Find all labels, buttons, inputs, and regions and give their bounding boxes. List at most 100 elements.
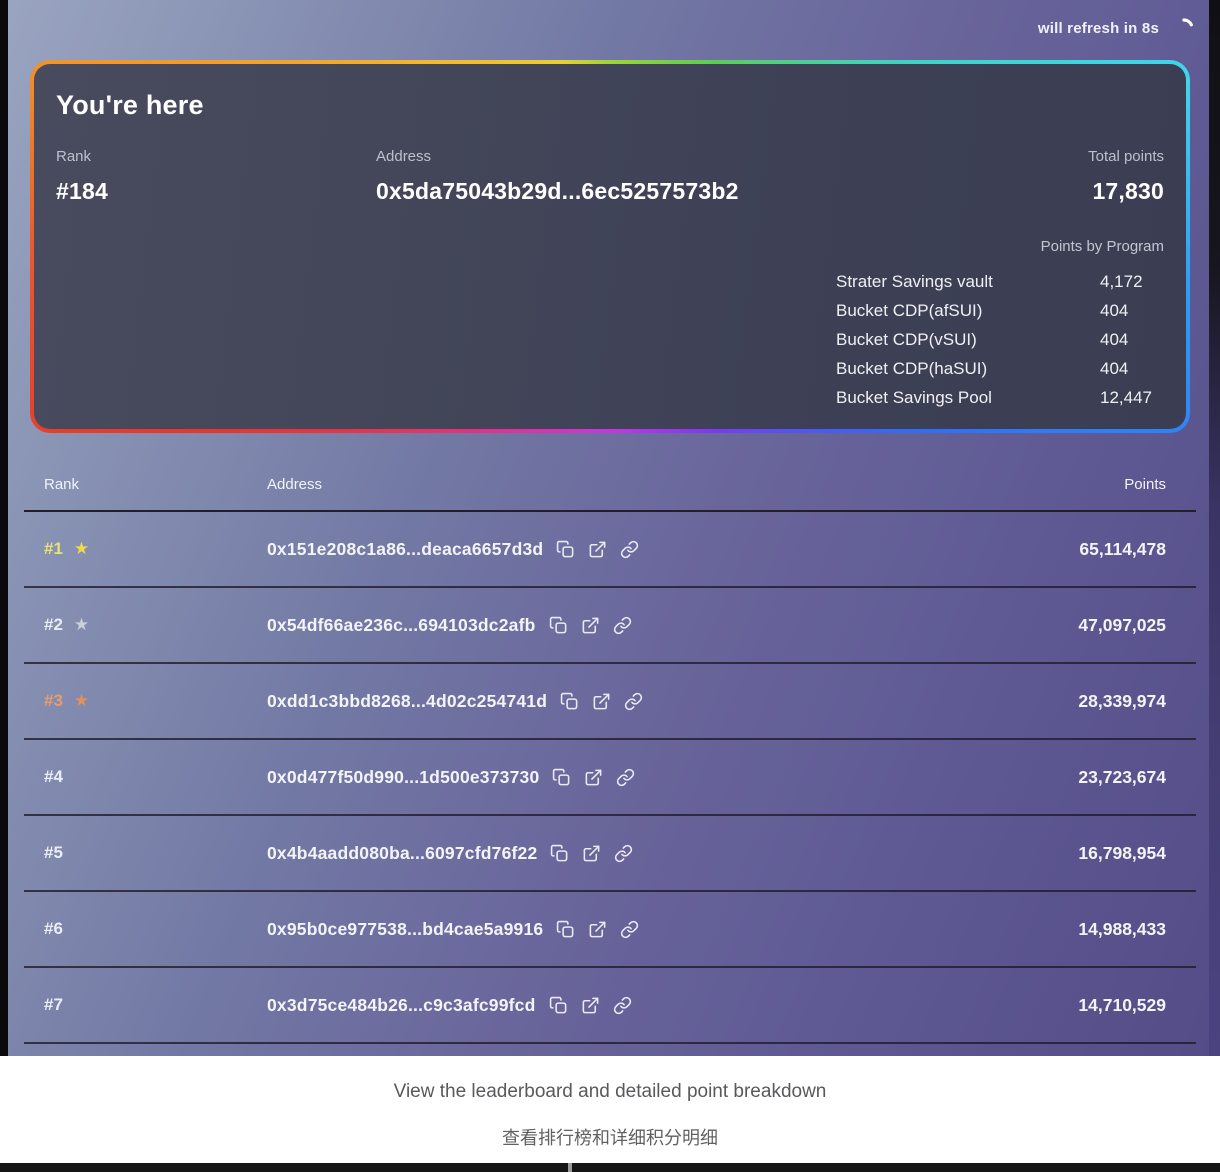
address-text: 0x151e208c1a86...deaca6657d3d	[267, 538, 544, 559]
points-value: 65,114,478	[1079, 538, 1166, 559]
address-cell: 0xdd1c3bbd8268...4d02c254741d	[267, 691, 1026, 712]
link-icon	[617, 768, 635, 786]
points-value: 14,988,433	[1078, 918, 1166, 939]
program-points-row: Bucket CDP(vSUI) 404	[836, 325, 1164, 354]
copy-address-button[interactable]	[549, 616, 568, 635]
open-explorer-button[interactable]	[584, 768, 603, 787]
copy-link-button[interactable]	[613, 616, 632, 635]
copy-link-button[interactable]	[624, 692, 643, 711]
copy-address-button[interactable]	[556, 540, 575, 559]
address-text: 0x0d477f50d990...1d500e373730	[267, 766, 540, 787]
address-text: 0xdd1c3bbd8268...4d02c254741d	[267, 690, 548, 711]
program-points-row: Bucket Savings Pool 12,447	[836, 383, 1164, 412]
address-text: 0x95b0ce977538...bd4cae5a9916	[267, 918, 544, 939]
copy-link-button[interactable]	[620, 920, 639, 939]
table-row: #6 ★ 0x95b0ce977538...bd4cae5a9916	[24, 892, 1196, 968]
open-explorer-button[interactable]	[588, 540, 607, 559]
bottom-bar-divider	[568, 1163, 572, 1172]
copy-link-button[interactable]	[613, 996, 632, 1015]
link-icon	[621, 540, 639, 558]
copy-address-button[interactable]	[550, 844, 569, 863]
program-points-row: Bucket CDP(haSUI) 404	[836, 354, 1164, 383]
bottom-dark-bar	[0, 1163, 1220, 1172]
rank-cell: #3 ★	[24, 691, 267, 711]
rank-cell: #5 ★	[24, 843, 267, 863]
external-link-icon	[584, 845, 600, 861]
table-row: #5 ★ 0x4b4aadd080ba...6097cfd76f22	[24, 816, 1196, 892]
copy-icon	[549, 996, 566, 1013]
program-points-row: Strater Savings vault 4,172	[836, 267, 1164, 296]
address-text: 0x54df66ae236c...694103dc2afb	[267, 614, 536, 635]
open-explorer-button[interactable]	[592, 692, 611, 711]
copy-address-button[interactable]	[552, 768, 571, 787]
address-cell: 0x4b4aadd080ba...6097cfd76f22	[267, 843, 1026, 864]
table-row: #3 ★ 0xdd1c3bbd8268...4d02c254741d	[24, 664, 1196, 740]
points-value: 47,097,025	[1078, 614, 1166, 635]
rank-column-header: Rank	[44, 475, 80, 493]
caption-chinese: 查看排行榜和详细积分明细	[502, 1128, 718, 1148]
address-column-header: Address	[267, 475, 323, 493]
points-column-header: Points	[1124, 475, 1166, 493]
you-are-here-card: You're here Rank #184 Address 0x5da75043…	[30, 60, 1190, 433]
table-row: #4 ★ 0x0d477f50d990...1d500e373730	[24, 740, 1196, 816]
open-explorer-button[interactable]	[582, 844, 601, 863]
copy-address-button[interactable]	[549, 996, 568, 1015]
copy-icon	[551, 844, 568, 861]
copy-address-button[interactable]	[556, 920, 575, 939]
rank-label: #7	[44, 995, 63, 1014]
points-value: 16,798,954	[1078, 842, 1166, 863]
loading-spinner-icon	[1182, 18, 1193, 27]
points-value: 14,710,529	[1078, 994, 1166, 1015]
rank-cell: #7 ★	[24, 995, 267, 1015]
program-name: Bucket CDP(vSUI)	[836, 330, 977, 349]
program-points: 4,172	[1100, 272, 1143, 291]
external-link-icon	[582, 997, 598, 1013]
refresh-countdown-text: will refresh in 8s	[1037, 19, 1159, 37]
caption-footer: View the leaderboard and detailed point …	[0, 1056, 1220, 1172]
program-name: Strater Savings vault	[836, 272, 993, 291]
my-address-value: 0x5da75043b29d...6ec5257573b2	[376, 178, 739, 204]
caption-english: View the leaderboard and detailed point …	[393, 1081, 827, 1102]
medal-star-icon: ★	[73, 690, 90, 710]
my-total-points-value: 17,830	[1092, 178, 1164, 204]
copy-link-button[interactable]	[620, 540, 639, 559]
rank-cell: #1 ★	[24, 539, 267, 559]
address-cell: 0x0d477f50d990...1d500e373730	[267, 767, 1026, 788]
rank-label: #1	[44, 539, 63, 558]
copy-address-button[interactable]	[560, 692, 579, 711]
table-row: #7 ★ 0x3d75ce484b26...c9c3afc99fcd	[24, 968, 1196, 1044]
my-rank-value: #184	[56, 178, 108, 204]
rank-label: #6	[44, 919, 63, 938]
leaderboard-app: will refresh in 8s You're here Rank #184…	[0, 0, 1220, 1056]
refresh-status-bar: will refresh in 8s	[8, 0, 1209, 56]
points-by-program-label: Points by Program	[1040, 238, 1164, 255]
link-icon	[615, 844, 633, 862]
link-icon	[621, 920, 639, 938]
open-explorer-button[interactable]	[588, 920, 607, 939]
rank-label: Rank	[56, 148, 92, 165]
open-explorer-button[interactable]	[581, 996, 600, 1015]
open-explorer-button[interactable]	[581, 616, 600, 635]
copy-icon	[557, 540, 574, 557]
address-cell: 0x151e208c1a86...deaca6657d3d	[267, 539, 1026, 560]
address-cell: 0x95b0ce977538...bd4cae5a9916	[267, 919, 1026, 940]
link-icon	[613, 996, 631, 1014]
address-cell: 0x54df66ae236c...694103dc2afb	[267, 615, 1026, 636]
rank-cell: #6 ★	[24, 919, 267, 939]
table-body: #1 ★ 0x151e208c1a86...deaca6657d3d	[24, 512, 1196, 1044]
address-label: Address	[376, 148, 432, 165]
program-points: 404	[1100, 301, 1129, 320]
left-edge-strip	[0, 0, 8, 1056]
link-icon	[624, 692, 643, 710]
you-are-here-card-body: You're here Rank #184 Address 0x5da75043…	[34, 64, 1186, 429]
copy-link-button[interactable]	[614, 844, 633, 863]
medal-star-icon: ★	[73, 614, 90, 634]
copy-link-button[interactable]	[616, 768, 635, 787]
program-points: 404	[1100, 359, 1129, 378]
copy-icon	[549, 616, 566, 633]
external-link-icon	[589, 541, 606, 557]
address-text: 0x4b4aadd080ba...6097cfd76f22	[267, 842, 538, 863]
points-by-program-list: Strater Savings vault 4,172 Bucket CDP(a…	[836, 267, 1164, 412]
rank-label: #3	[44, 691, 63, 710]
external-link-icon	[589, 921, 606, 937]
